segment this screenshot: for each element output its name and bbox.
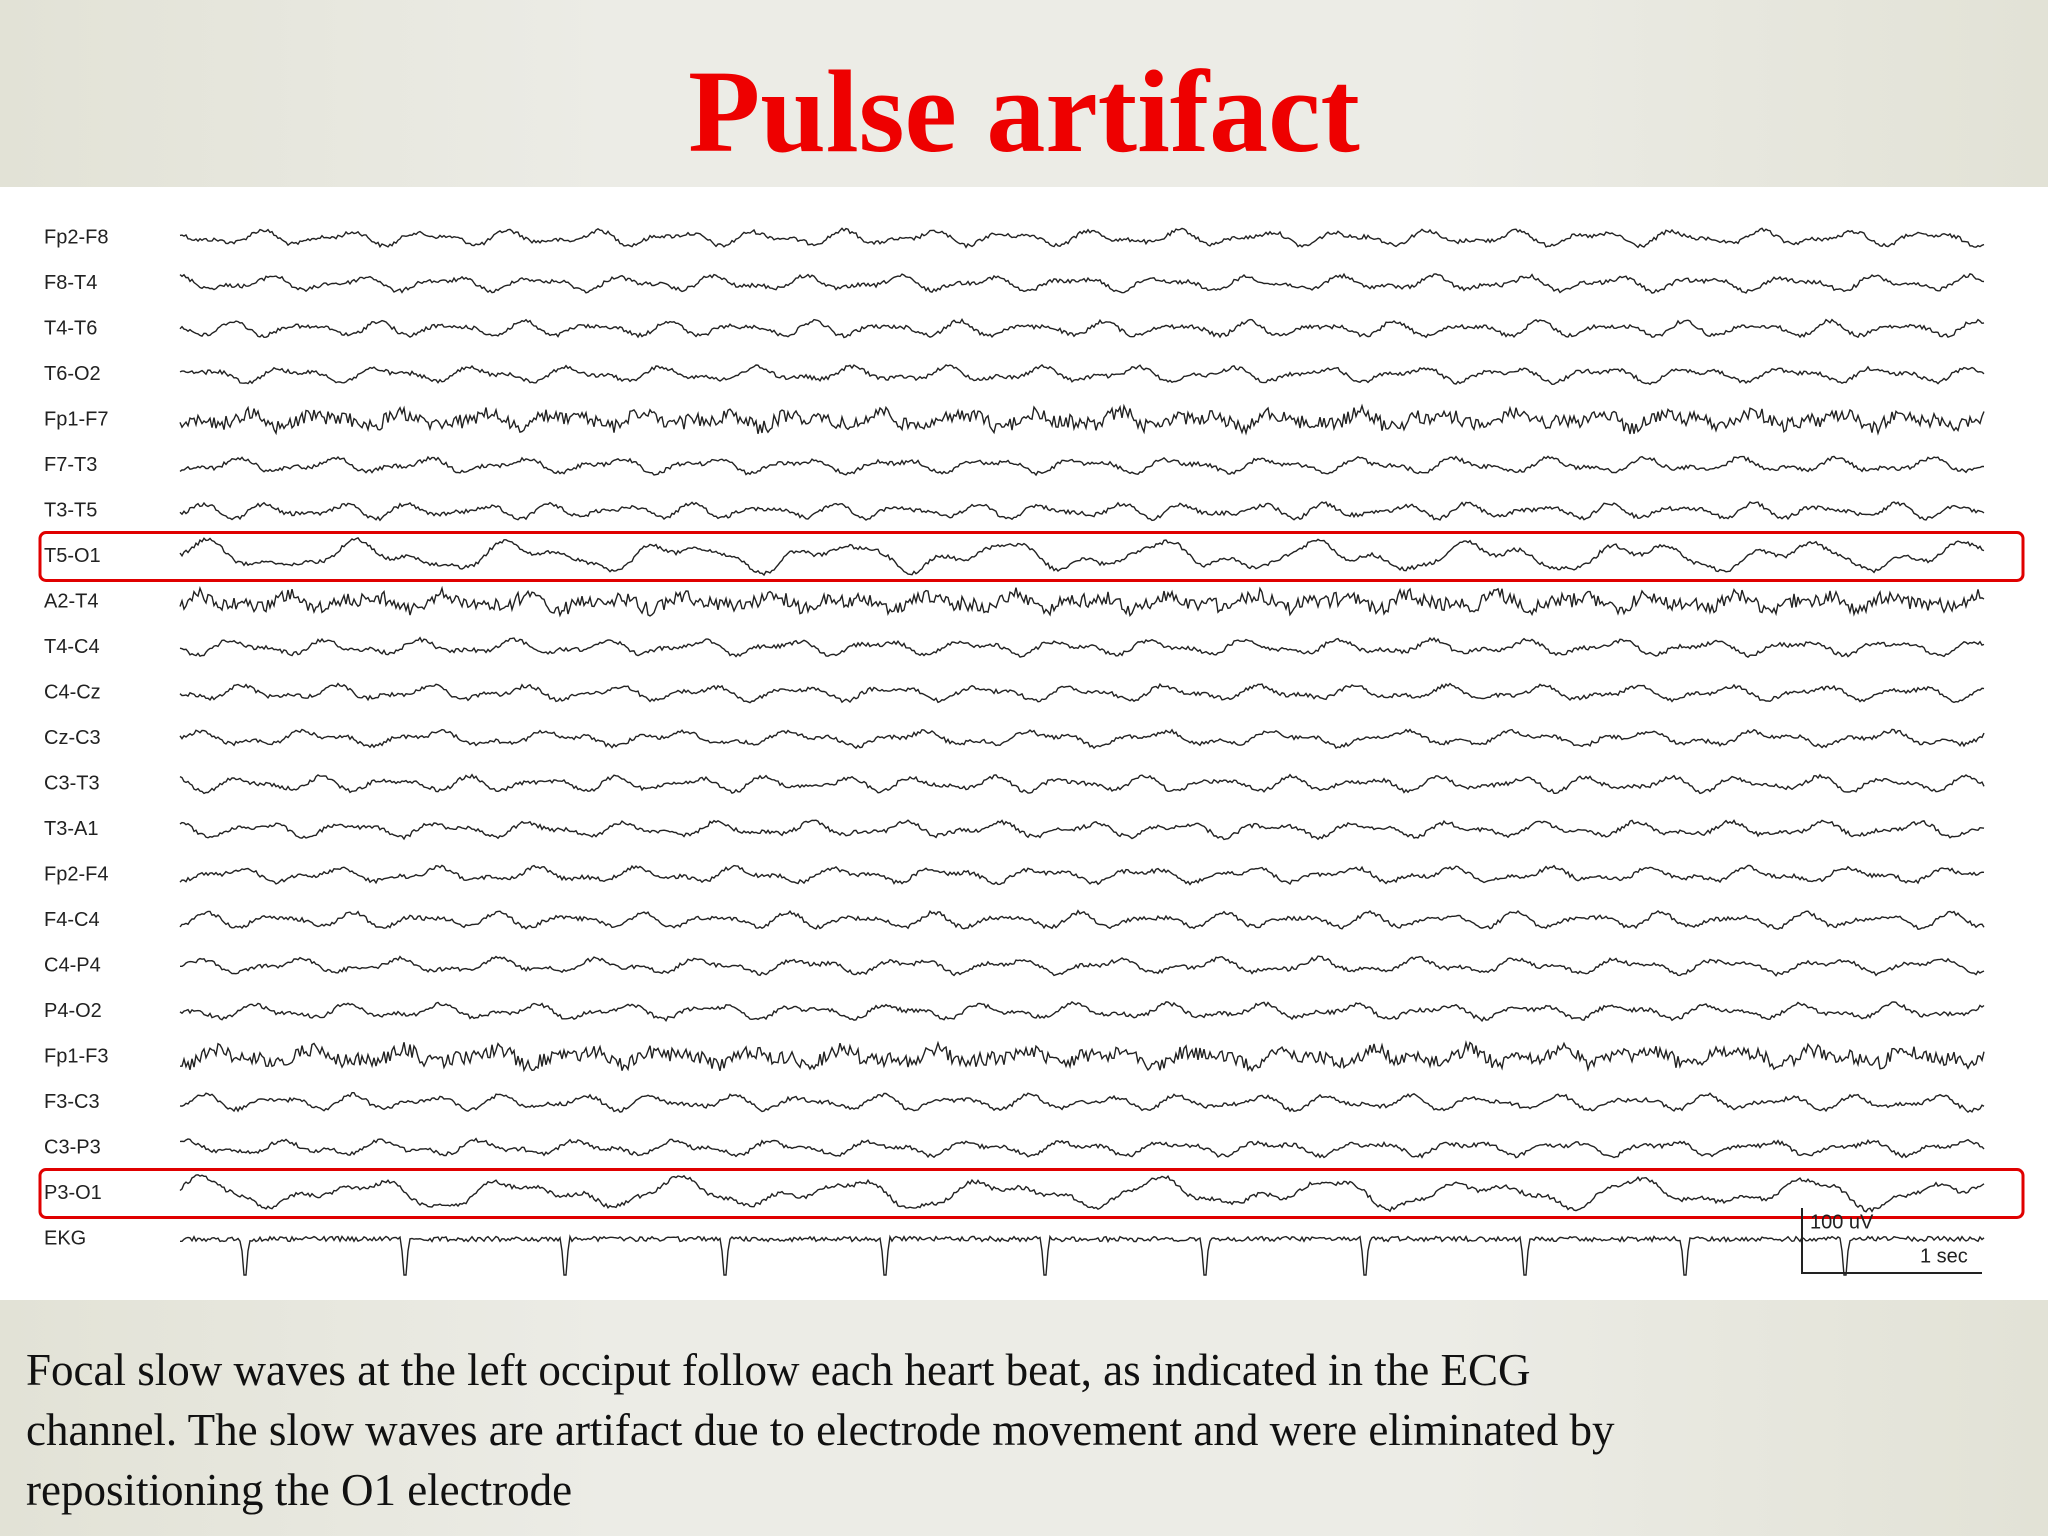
channel-label: F8-T4 [44, 272, 97, 294]
eeg-trace [179, 585, 1985, 618]
channel-label: Cz-C3 [44, 727, 101, 749]
channel-label: C3-P3 [44, 1136, 101, 1158]
eeg-trace [179, 317, 1985, 339]
eeg-trace [179, 537, 1985, 577]
ekg-trace [180, 1234, 1985, 1276]
eeg-trace [180, 955, 1985, 977]
channel-label: T6-O2 [44, 363, 101, 385]
eeg-trace [179, 864, 1985, 886]
eeg-trace [179, 773, 1985, 795]
eeg-trace [180, 1040, 1985, 1073]
channel-label: C4-Cz [44, 681, 101, 703]
channel-label: C3-T3 [44, 772, 100, 794]
eeg-trace [179, 1092, 1985, 1114]
channel-label: T3-T5 [44, 499, 97, 521]
caption-line: channel. The slow waves are artifact due… [26, 1405, 1615, 1455]
eeg-trace [179, 728, 1985, 750]
eeg-figure: Fp2-F8 F8-T4 T4-T6 T6-O2 Fp1-F7 F7-T3 T3-T5 T5-… [0, 187, 2048, 1300]
channel-label: F7-T3 [44, 454, 97, 476]
channel-label: T4-C4 [44, 636, 100, 658]
channel-label: F3-C3 [44, 1091, 100, 1113]
channel-label: F4-C4 [44, 909, 100, 931]
channel-label: T5-O1 [44, 545, 101, 567]
eeg-trace [179, 1137, 1985, 1159]
highlight-box [38, 531, 2025, 582]
channel-label: T4-T6 [44, 317, 97, 339]
slide-title: Pulse artifact [688, 46, 1360, 177]
channel-label: C4-P4 [44, 954, 101, 976]
scale-time: 1 sec [1920, 1245, 1968, 1267]
scale-bar [1801, 1208, 1982, 1274]
eeg-trace [179, 272, 1985, 294]
eeg-trace [179, 364, 1985, 386]
eeg-trace [179, 501, 1985, 522]
channel-label: T3-A1 [44, 818, 98, 840]
channel-label: Fp1-F7 [44, 408, 108, 430]
channel-label: Fp1-F3 [44, 1045, 108, 1067]
eeg-trace [179, 819, 1985, 841]
figure-background [0, 187, 2048, 1300]
channel-label: P3-O1 [44, 1182, 102, 1204]
eeg-trace [179, 682, 1985, 704]
scale-amplitude: 100 uV [1810, 1211, 1874, 1233]
channel-label: Fp2-F4 [44, 863, 108, 885]
caption-line: Focal slow waves at the left occiput fol… [26, 1345, 1531, 1395]
eeg-trace [179, 1000, 1985, 1023]
highlight-box [38, 1168, 2025, 1219]
eeg-trace [179, 227, 1985, 249]
channel-label: P4-O2 [44, 1000, 102, 1022]
channel-label: EKG [44, 1227, 86, 1249]
eeg-trace [179, 909, 1985, 930]
eeg-trace [179, 403, 1985, 436]
eeg-trace [179, 1174, 1985, 1213]
channel-label: A2-T4 [44, 590, 98, 612]
eeg-trace [179, 455, 1984, 477]
channel-label: Fp2-F8 [44, 226, 108, 248]
caption-line: repositioning the O1 electrode [26, 1465, 573, 1515]
caption: Focal slow waves at the left occiput fol… [26, 1340, 1615, 1520]
eeg-trace [179, 636, 1985, 658]
